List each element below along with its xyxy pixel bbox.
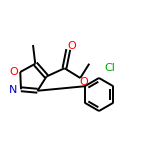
Text: Cl: Cl — [105, 63, 116, 73]
Text: N: N — [9, 85, 18, 95]
Text: O: O — [67, 41, 76, 51]
Text: O: O — [79, 77, 88, 87]
Text: O: O — [9, 67, 18, 77]
